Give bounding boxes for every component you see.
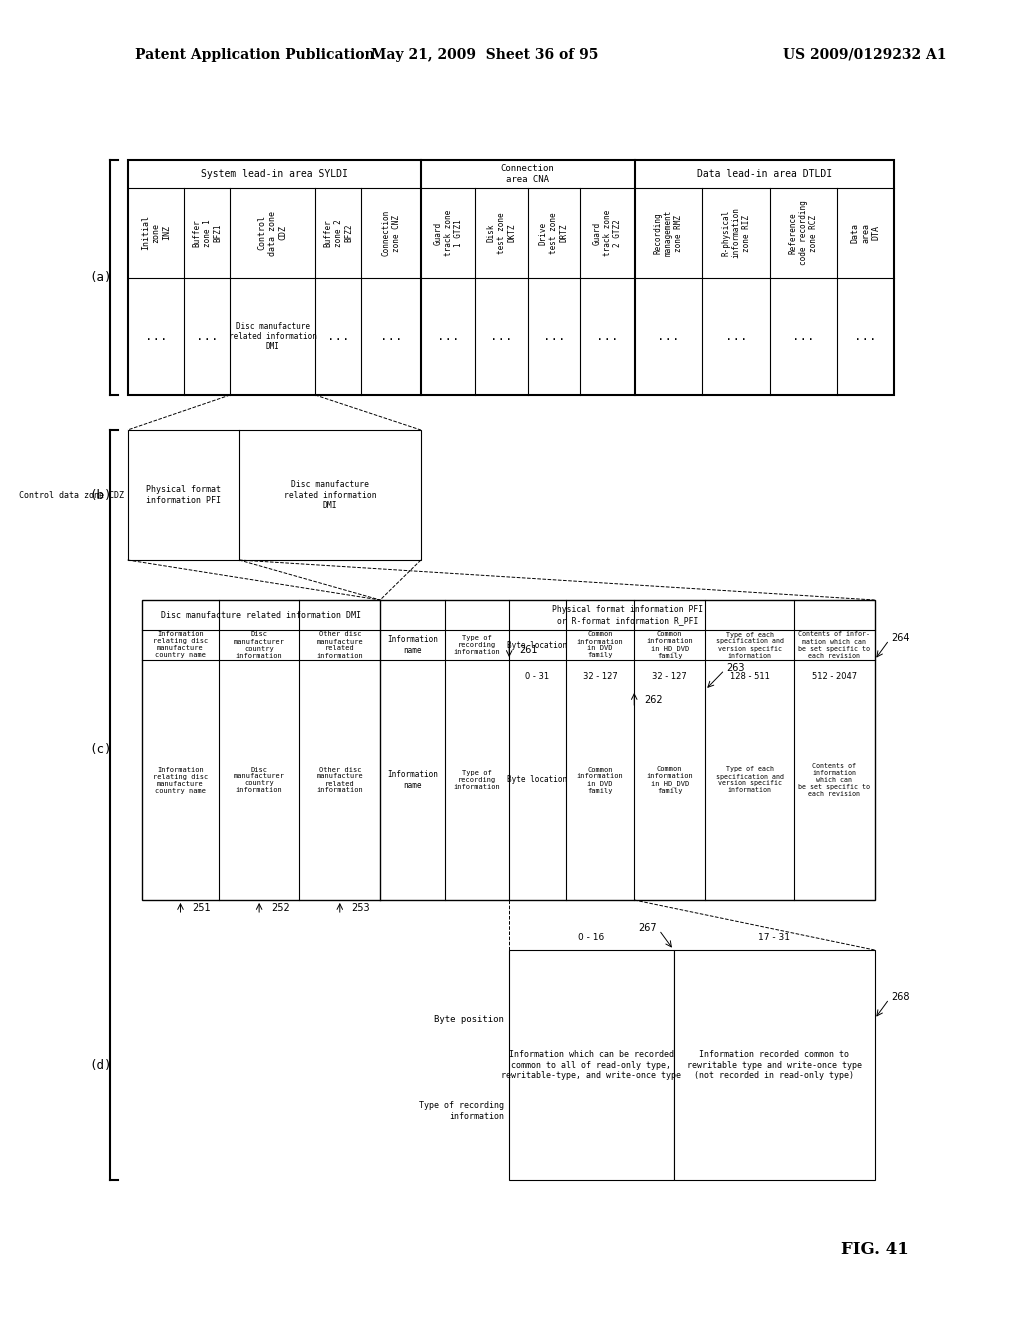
Text: Byte location: Byte location [507, 640, 567, 649]
Text: Other disc
manufacture
related
information: Other disc manufacture related informati… [316, 767, 364, 793]
Text: ...: ... [196, 330, 218, 343]
Text: R-physical
information
zone RIZ: R-physical information zone RIZ [721, 207, 751, 259]
Text: Drive
test zone
DRTZ: Drive test zone DRTZ [539, 213, 568, 253]
Text: ...: ... [543, 330, 565, 343]
Text: Initial
zone
INZ: Initial zone INZ [141, 215, 171, 251]
Bar [509, 950, 674, 1180]
Text: Data lead-in area DTLDI: Data lead-in area DTLDI [696, 169, 831, 180]
Text: Guard
track zone
1 GTZ1: Guard track zone 1 GTZ1 [433, 210, 463, 256]
Bar [674, 950, 874, 1180]
Text: Reference
code recording
zone RCZ: Reference code recording zone RCZ [788, 201, 818, 265]
Text: Disk
test zone
DKTZ: Disk test zone DKTZ [486, 213, 516, 253]
Text: 512 - 2047: 512 - 2047 [812, 672, 857, 681]
Text: Connection
zone CNZ: Connection zone CNZ [381, 210, 400, 256]
Text: 253: 253 [351, 903, 370, 913]
Text: Type of each
specification and
version specific
information: Type of each specification and version s… [716, 631, 783, 659]
Text: 32 - 127: 32 - 127 [652, 672, 687, 681]
Text: Information recorded common to
rewritable type and write-once type
(not recorded: Information recorded common to rewritabl… [687, 1051, 861, 1080]
Text: Byte position: Byte position [434, 1015, 505, 1023]
Text: Information
relating disc
manufacture
country name: Information relating disc manufacture co… [153, 767, 208, 793]
Text: Physical format information PFI
or R-format information R_PFI: Physical format information PFI or R-for… [552, 606, 702, 624]
Text: ...: ... [596, 330, 618, 343]
Text: Connection
area CNA: Connection area CNA [501, 164, 555, 183]
Text: US 2009/0129232 A1: US 2009/0129232 A1 [783, 48, 946, 62]
Text: Information
relating disc
manufacture
country name: Information relating disc manufacture co… [153, 631, 208, 659]
Text: ...: ... [725, 330, 748, 343]
Text: Common
information
in HD_DVD
family: Common information in HD_DVD family [646, 631, 693, 659]
Text: ...: ... [380, 330, 402, 343]
Text: Disc
manufacturer
country
information: Disc manufacturer country information [233, 631, 285, 659]
Text: (a): (a) [89, 271, 112, 284]
Text: Information which can be recorded
common to all of read-only type,
rewritable-ty: Information which can be recorded common… [502, 1051, 681, 1080]
Text: Common
information
in DVD
family: Common information in DVD family [577, 767, 624, 793]
Text: Buffer
zone 2
BFZ2: Buffer zone 2 BFZ2 [324, 219, 353, 247]
Text: 0 - 16: 0 - 16 [579, 933, 604, 942]
Text: 0 - 31: 0 - 31 [525, 672, 550, 681]
Text: ...: ... [657, 330, 680, 343]
Text: ...: ... [437, 330, 460, 343]
Text: 262: 262 [644, 696, 663, 705]
Text: Patent Application Publication: Patent Application Publication [135, 48, 375, 62]
Text: Information
name: Information name [387, 635, 438, 655]
Bar [128, 160, 894, 395]
Bar [128, 430, 421, 560]
Text: 251: 251 [193, 903, 211, 913]
Text: Guard
track zone
2 GTZ2: Guard track zone 2 GTZ2 [593, 210, 623, 256]
Text: Type of recording
information: Type of recording information [420, 1101, 505, 1121]
Bar [142, 601, 874, 900]
Text: ...: ... [490, 330, 513, 343]
Text: May 21, 2009  Sheet 36 of 95: May 21, 2009 Sheet 36 of 95 [371, 48, 598, 62]
Text: Recording
management
zone RMZ: Recording management zone RMZ [653, 210, 683, 256]
Text: Disc manufacture related information DMI: Disc manufacture related information DMI [161, 610, 361, 619]
Text: (b): (b) [89, 488, 112, 502]
Text: Disc
manufacturer
country
information: Disc manufacturer country information [233, 767, 285, 793]
Text: 261: 261 [519, 645, 538, 655]
Text: Buffer
zone 1
BFZ1: Buffer zone 1 BFZ1 [193, 219, 222, 247]
Text: Contents of infor-
mation which can
be set specific to
each revision: Contents of infor- mation which can be s… [799, 631, 870, 659]
Text: ...: ... [854, 330, 877, 343]
Text: Information
name: Information name [387, 771, 438, 789]
Text: FIG. 41: FIG. 41 [841, 1242, 908, 1258]
Text: 17 - 31: 17 - 31 [758, 933, 791, 942]
Text: Type of each
specification and
version specific
information: Type of each specification and version s… [716, 767, 783, 793]
Text: Physical format
information PFI: Physical format information PFI [145, 486, 221, 504]
Text: Disc manufacture
related information
DMI: Disc manufacture related information DMI [284, 480, 376, 510]
Text: Common
information
in HD_DVD
family: Common information in HD_DVD family [646, 766, 693, 793]
Text: 263: 263 [727, 663, 745, 673]
Text: (d): (d) [89, 1059, 112, 1072]
Text: 128 - 511: 128 - 511 [730, 672, 769, 681]
Text: Byte location: Byte location [507, 776, 567, 784]
Text: 268: 268 [891, 993, 909, 1002]
Text: ...: ... [793, 330, 815, 343]
Text: ...: ... [327, 330, 349, 343]
Text: (c): (c) [89, 743, 112, 756]
Text: Control
data zone
CDZ: Control data zone CDZ [258, 210, 288, 256]
Text: Common
information
in DVD
family: Common information in DVD family [577, 631, 624, 659]
Text: Data
area
DTA: Data area DTA [851, 223, 881, 243]
Text: 267: 267 [639, 923, 657, 933]
Text: Type of
recording
information: Type of recording information [454, 770, 501, 789]
Text: Control data zone CDZ: Control data zone CDZ [18, 491, 124, 499]
Text: System lead-in area SYLDI: System lead-in area SYLDI [201, 169, 348, 180]
Text: Type of
recording
information: Type of recording information [454, 635, 501, 655]
Text: Contents of
information
which can
be set specific to
each revision: Contents of information which can be set… [799, 763, 870, 797]
Text: Disc manufacture
related information
DMI: Disc manufacture related information DMI [228, 322, 316, 351]
Text: Other disc
manufacture
related
information: Other disc manufacture related informati… [316, 631, 364, 659]
Text: ...: ... [144, 330, 167, 343]
Text: 252: 252 [270, 903, 290, 913]
Text: 32 - 127: 32 - 127 [583, 672, 617, 681]
Text: 264: 264 [891, 634, 909, 643]
